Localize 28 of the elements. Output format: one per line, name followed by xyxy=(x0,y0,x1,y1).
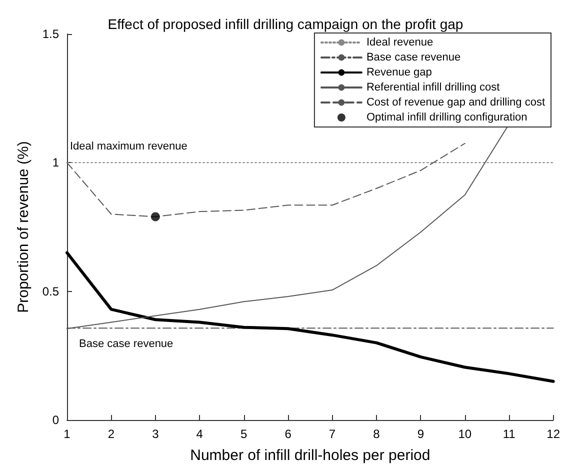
y-tick-label: 0.5 xyxy=(42,284,60,298)
x-tick-label: 2 xyxy=(108,427,115,441)
x-tick-label: 8 xyxy=(373,427,380,441)
x-tick-label: 10 xyxy=(458,427,472,441)
x-tick-label: 3 xyxy=(152,427,160,441)
legend-label: Revenue gap xyxy=(366,66,432,78)
x-tick-label: 9 xyxy=(417,427,424,441)
y-tick-label: 1 xyxy=(52,156,60,170)
x-tick-label: 12 xyxy=(546,427,560,441)
y-tick-label: 0 xyxy=(52,413,60,427)
legend-label: Base case revenue xyxy=(366,52,461,64)
legend-label: Optimal infill drilling configuration xyxy=(366,112,528,124)
x-tick-label: 5 xyxy=(240,427,248,441)
chart-title: Effect of proposed infill drilling campaign on the profit gap xyxy=(108,16,464,32)
legend-label: Referential infill drilling cost xyxy=(366,82,500,94)
line-series xyxy=(66,251,555,383)
x-axis-title: Number of infill drill-holes per period xyxy=(190,447,430,464)
x-tick-label: 11 xyxy=(502,427,516,441)
y-axis-title: Proportion of revenue (%) xyxy=(15,141,32,313)
annotation: Base case revenue xyxy=(79,338,174,350)
y-tick-label: 1.5 xyxy=(42,27,60,41)
x-tick-label: 4 xyxy=(196,427,204,441)
x-tick-label: 6 xyxy=(284,427,292,441)
legend-label: Ideal revenue xyxy=(366,36,434,48)
x-tick-label: 1 xyxy=(64,427,71,441)
legend-label: Cost of revenue gap and drilling cost xyxy=(366,96,546,108)
annotation: Ideal maximum revenue xyxy=(70,140,188,153)
x-tick-label: 7 xyxy=(328,427,336,441)
